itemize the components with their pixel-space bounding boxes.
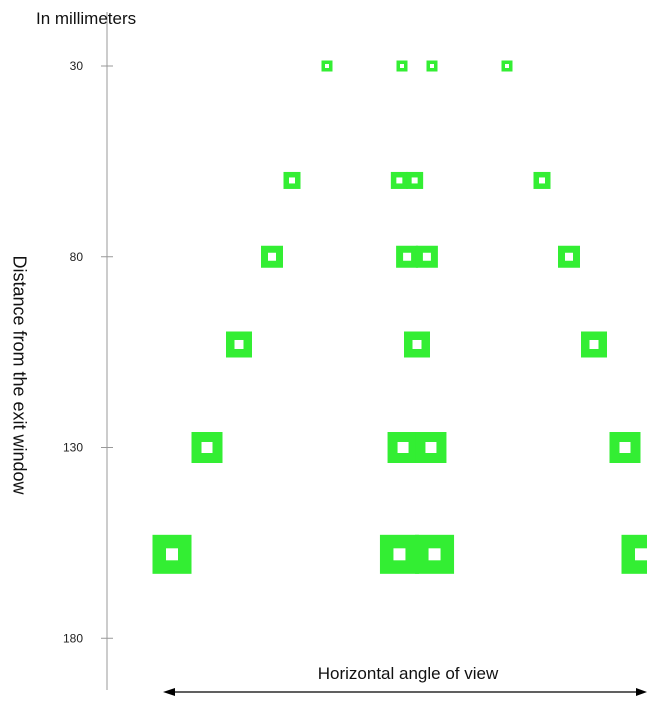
beam-spot bbox=[426, 60, 438, 72]
beam-spot bbox=[415, 245, 438, 268]
beam-spot bbox=[283, 171, 301, 189]
beam-spot bbox=[390, 171, 408, 189]
beam-spot bbox=[609, 432, 641, 463]
beam-spot bbox=[226, 331, 252, 358]
beam-spot bbox=[415, 432, 447, 463]
beam-spot bbox=[415, 534, 455, 574]
x-axis-title: Horizontal angle of view bbox=[317, 664, 499, 683]
beam-spot bbox=[261, 245, 283, 268]
beam-spot bbox=[581, 331, 607, 358]
arrow-head-right bbox=[636, 688, 647, 696]
beam-spot bbox=[152, 534, 192, 574]
beam-spots bbox=[152, 60, 647, 574]
arrow-head-left bbox=[163, 688, 175, 696]
beam-spot bbox=[396, 60, 408, 72]
beam-spot bbox=[387, 432, 419, 463]
beam-spot bbox=[406, 171, 424, 189]
beam-spot bbox=[321, 60, 333, 72]
beam-spot bbox=[191, 432, 223, 463]
beam-spot bbox=[621, 534, 647, 574]
beam-spot bbox=[404, 331, 430, 358]
y-tick-label: 130 bbox=[63, 441, 83, 455]
y-tick-label: 180 bbox=[63, 631, 83, 645]
y-tick-label: 30 bbox=[70, 59, 84, 73]
beam-spot bbox=[379, 534, 419, 574]
horizontal-angle-arrow bbox=[163, 688, 647, 696]
beam-spot bbox=[396, 245, 419, 268]
beam-spot bbox=[558, 245, 580, 268]
y-tick-label: 80 bbox=[70, 250, 84, 264]
beam-spot bbox=[533, 171, 551, 189]
vertical-axis: 30 80 130 180 bbox=[63, 12, 113, 690]
unit-label: In millimeters bbox=[36, 9, 137, 28]
beam-spot bbox=[501, 60, 513, 72]
y-axis-title: Distance from the exit window bbox=[9, 255, 30, 495]
